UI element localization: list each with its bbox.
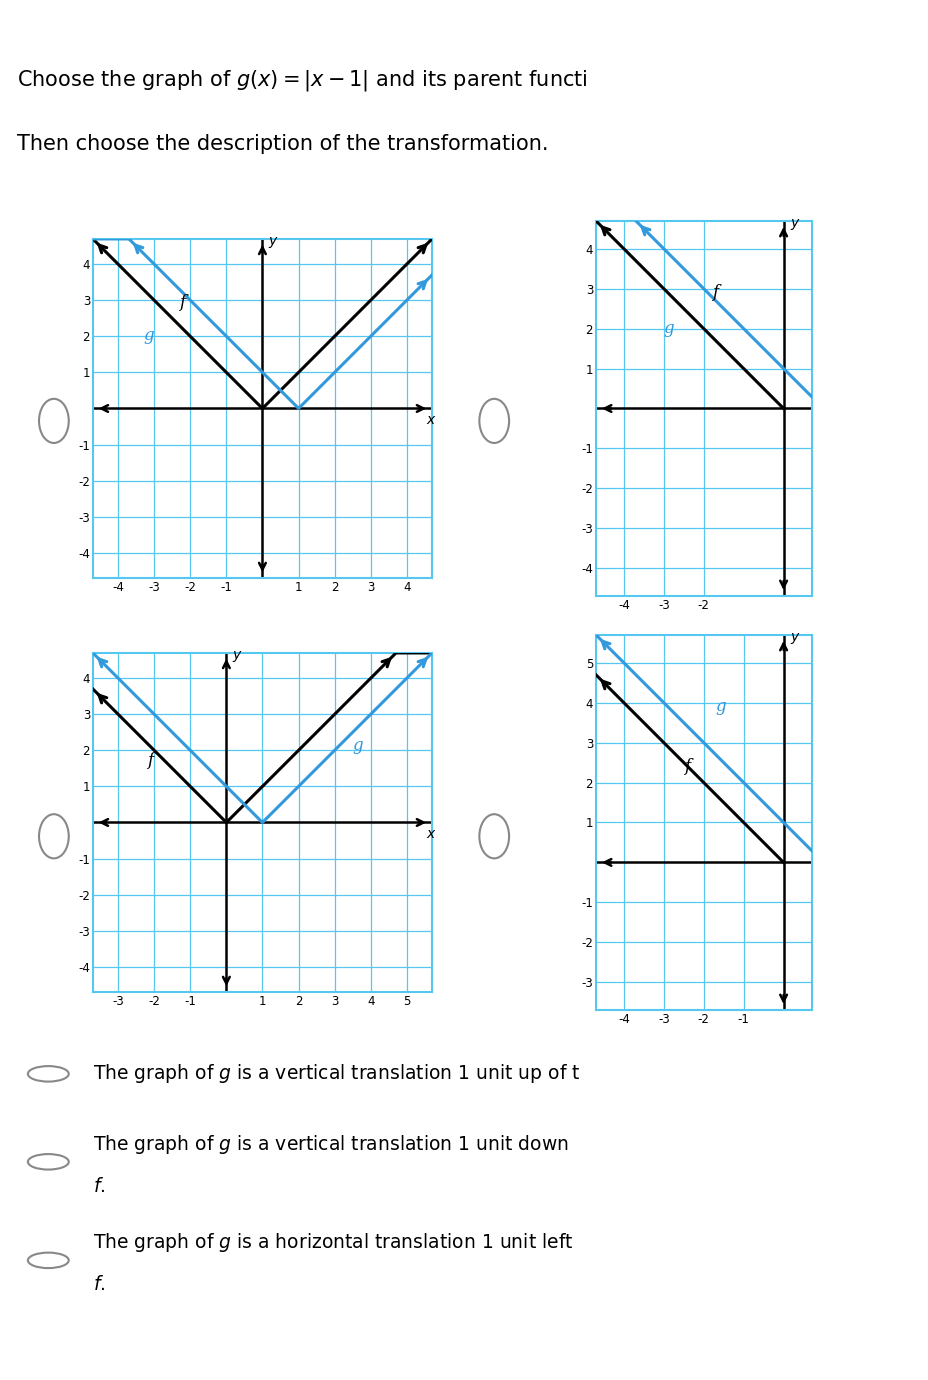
Text: g: g: [715, 698, 726, 715]
Text: f: f: [147, 752, 153, 769]
Text: y: y: [268, 233, 277, 248]
Text: y: y: [790, 215, 798, 230]
Text: g: g: [353, 737, 363, 755]
Text: $f$.: $f$.: [93, 1177, 105, 1196]
Text: y: y: [232, 647, 240, 662]
Text: g: g: [664, 320, 674, 337]
Text: g: g: [143, 327, 154, 344]
Text: 🔒 bigideasmath.com: 🔒 bigideasmath.com: [393, 17, 535, 30]
Text: f: f: [711, 284, 717, 301]
Text: The graph of $g$ is a horizontal translation 1 unit left: The graph of $g$ is a horizontal transla…: [93, 1231, 573, 1254]
Text: y: y: [790, 629, 798, 644]
Text: x: x: [426, 827, 433, 840]
Text: Choose the graph of $g(x)=|x-1|$ and its parent functi: Choose the graph of $g(x)=|x-1|$ and its…: [17, 68, 586, 92]
Text: Then choose the description of the transformation.: Then choose the description of the trans…: [17, 134, 548, 155]
Text: The graph of $g$ is a vertical translation 1 unit down: The graph of $g$ is a vertical translati…: [93, 1133, 568, 1155]
Text: f: f: [179, 294, 186, 312]
Text: x: x: [426, 413, 433, 426]
Text: $f$.: $f$.: [93, 1275, 105, 1294]
Text: f: f: [683, 758, 690, 774]
Text: The graph of $g$ is a vertical translation 1 unit up of t: The graph of $g$ is a vertical translati…: [93, 1063, 580, 1085]
